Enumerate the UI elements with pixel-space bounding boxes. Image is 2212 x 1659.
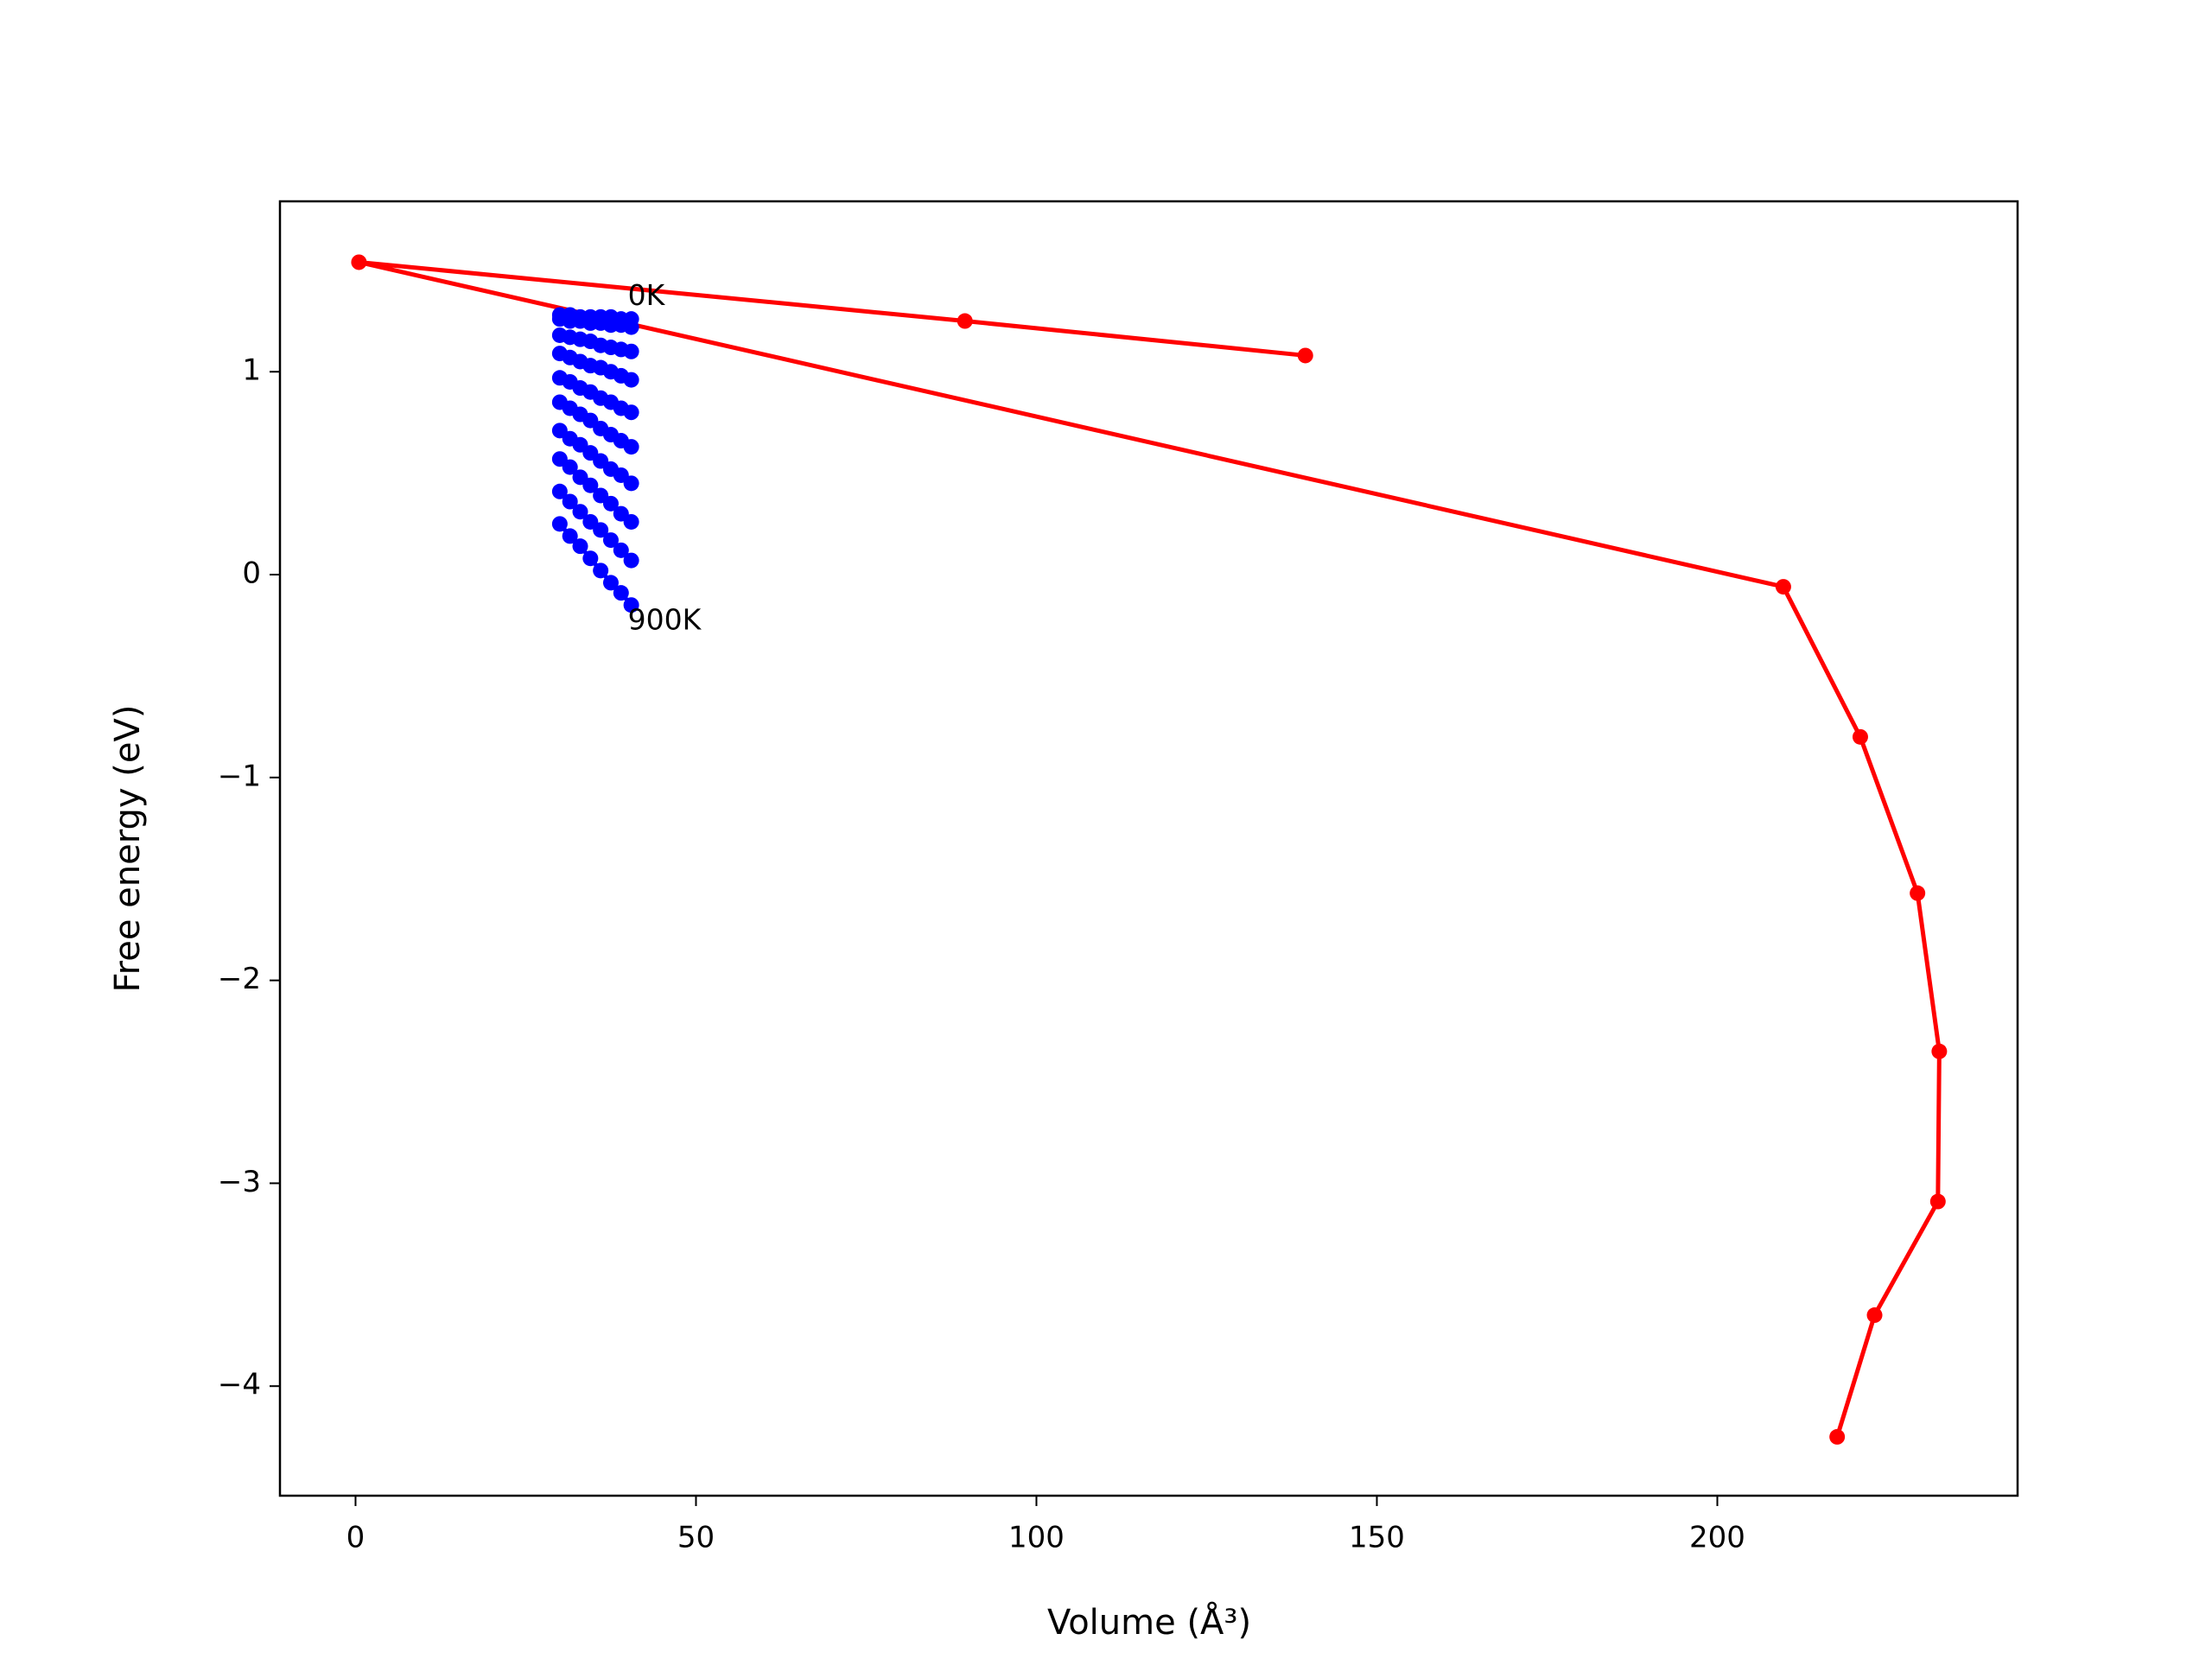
y-tick-label: 0 [242,556,261,591]
point [562,528,578,544]
y-tick-label: −4 [218,1368,261,1402]
point [957,313,973,329]
point [613,542,629,558]
point [562,493,578,510]
x-axis-label: Volume (Å³) [1047,1601,1251,1643]
series-line [358,259,1942,1438]
point [623,552,639,569]
point [602,495,619,512]
point [1866,1307,1883,1324]
point [1297,347,1313,364]
annotation: 900K [628,603,702,637]
point [623,597,639,613]
point [623,343,639,359]
x-tick-label: 0 [346,1521,365,1555]
point [351,254,367,270]
point [1929,1193,1946,1210]
y-tick-label: −3 [218,1165,261,1199]
point [593,563,609,579]
point [1852,728,1868,745]
y-axis-label: Free energy (eV) [108,705,148,993]
point [1829,1428,1846,1445]
point [623,404,639,421]
point [582,550,599,567]
x-tick-label: 50 [677,1521,715,1555]
x-tick-label: 200 [1689,1521,1745,1555]
point [623,475,639,492]
x-tick-label: 150 [1349,1521,1405,1555]
x-tick-label: 100 [1008,1521,1065,1555]
plot-frame [278,200,2019,1497]
point [551,516,568,532]
y-tick-label: −1 [218,759,261,793]
point [602,532,619,549]
point [1775,579,1791,595]
annotation: 0K [628,278,666,312]
point [602,575,619,591]
point [623,372,639,388]
point [1931,1043,1948,1059]
point [623,439,639,455]
point [623,513,639,530]
point [593,522,609,538]
point [613,585,629,601]
y-tick-label: −2 [218,962,261,996]
point [551,483,568,499]
point [623,319,639,335]
point [572,504,588,520]
point [572,538,588,555]
point [562,459,578,475]
point [1910,885,1926,901]
y-tick-label: 1 [242,353,261,388]
point [582,477,599,493]
